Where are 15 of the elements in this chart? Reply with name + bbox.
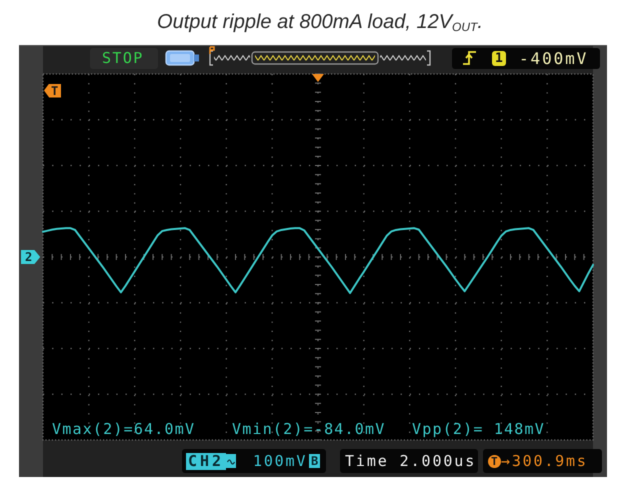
text: STOP (102, 49, 144, 67)
text: CH2 (186, 452, 226, 470)
text: T (44, 84, 62, 98)
text: Vpp(2)= 148mV (412, 420, 545, 438)
text: Vmin(2)=-84.0mV (232, 420, 386, 438)
text: B (309, 454, 320, 468)
text: Time 2.000us (345, 452, 476, 470)
text: -400mV (519, 48, 588, 68)
text: 2 (21, 250, 40, 264)
text: 1 (492, 51, 506, 66)
text: Vmax(2)=64.0mV (52, 420, 196, 438)
text: →300.9ms (501, 452, 588, 470)
text: T (488, 454, 501, 468)
chart-title: Output ripple at 800mA load, 12V$_{OUT}$. (157, 10, 483, 36)
text: 100mV (253, 452, 308, 470)
